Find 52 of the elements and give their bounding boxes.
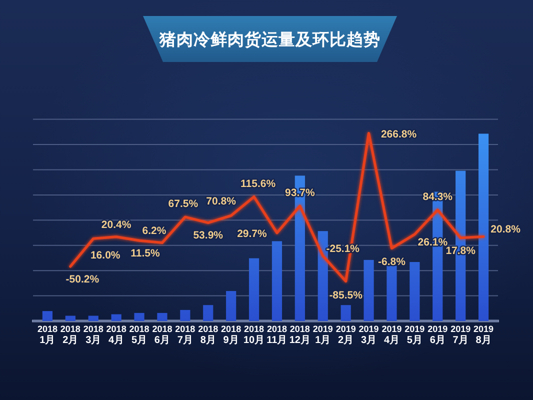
x-tick-label: 2019 3月: [358, 324, 379, 346]
x-tick-label: 2018 5月: [129, 324, 150, 346]
x-tick-label: 2018 12月: [289, 324, 310, 346]
data-label: 6.2%: [142, 224, 167, 237]
x-tick-label: 2019 6月: [428, 324, 448, 346]
bar: [65, 316, 76, 321]
bar: [134, 312, 144, 321]
chart-title: 猪肉冷鲜肉货运量及环比趋势: [158, 30, 380, 49]
bar: [340, 305, 351, 321]
bar: [88, 316, 98, 321]
x-tick-label: 2018 11月: [266, 324, 288, 346]
data-label: 20.4%: [101, 218, 132, 231]
x-tick-label: 2019 8月: [474, 324, 494, 346]
data-label: -6.8%: [378, 256, 406, 268]
bar: [226, 291, 236, 321]
bar: [410, 262, 420, 321]
bar: [248, 258, 260, 321]
bar: [364, 260, 374, 321]
x-tick-label: 2018 4月: [106, 324, 126, 346]
x-tick-label: 2018 3月: [83, 324, 104, 346]
data-label: 11.5%: [130, 248, 161, 260]
x-tick-label: 2018 7月: [175, 324, 196, 346]
x-tick-label: 2018 9月: [221, 324, 242, 346]
x-tick-label: 2019 7月: [450, 324, 471, 346]
data-label: 16.0%: [90, 250, 121, 262]
data-label: 266.8%: [380, 128, 418, 140]
bar: [478, 134, 489, 321]
x-tick-label: 2019 2月: [336, 324, 356, 346]
x-tick-label: 2018 10月: [243, 324, 265, 346]
data-label: 70.8%: [206, 196, 237, 208]
x-tick-label: 2019 4月: [382, 324, 402, 346]
data-label: -85.5%: [329, 289, 364, 302]
data-label: 29.7%: [237, 228, 268, 240]
bar: [111, 314, 122, 321]
x-tick-label: 2018 8月: [198, 324, 218, 346]
x-tick-label: 2018 6月: [152, 324, 172, 346]
bar: [386, 266, 397, 321]
data-label: 53.9%: [193, 230, 224, 242]
data-label: 115.6%: [240, 178, 276, 190]
bar: [157, 312, 168, 321]
bar: [180, 310, 190, 321]
data-label: 20.8%: [490, 224, 522, 236]
x-tick-label: 2018 1月: [37, 324, 58, 346]
bar: [318, 231, 328, 321]
x-tick-label: 2019 1月: [312, 324, 333, 346]
bar: [203, 305, 214, 321]
data-label: 67.5%: [168, 198, 199, 210]
x-tick-label: 2019 5月: [404, 324, 425, 346]
x-tick-label: 2018 2月: [60, 324, 80, 346]
bar: [42, 311, 53, 321]
bar: [272, 241, 282, 321]
data-label: -50.2%: [66, 273, 100, 286]
